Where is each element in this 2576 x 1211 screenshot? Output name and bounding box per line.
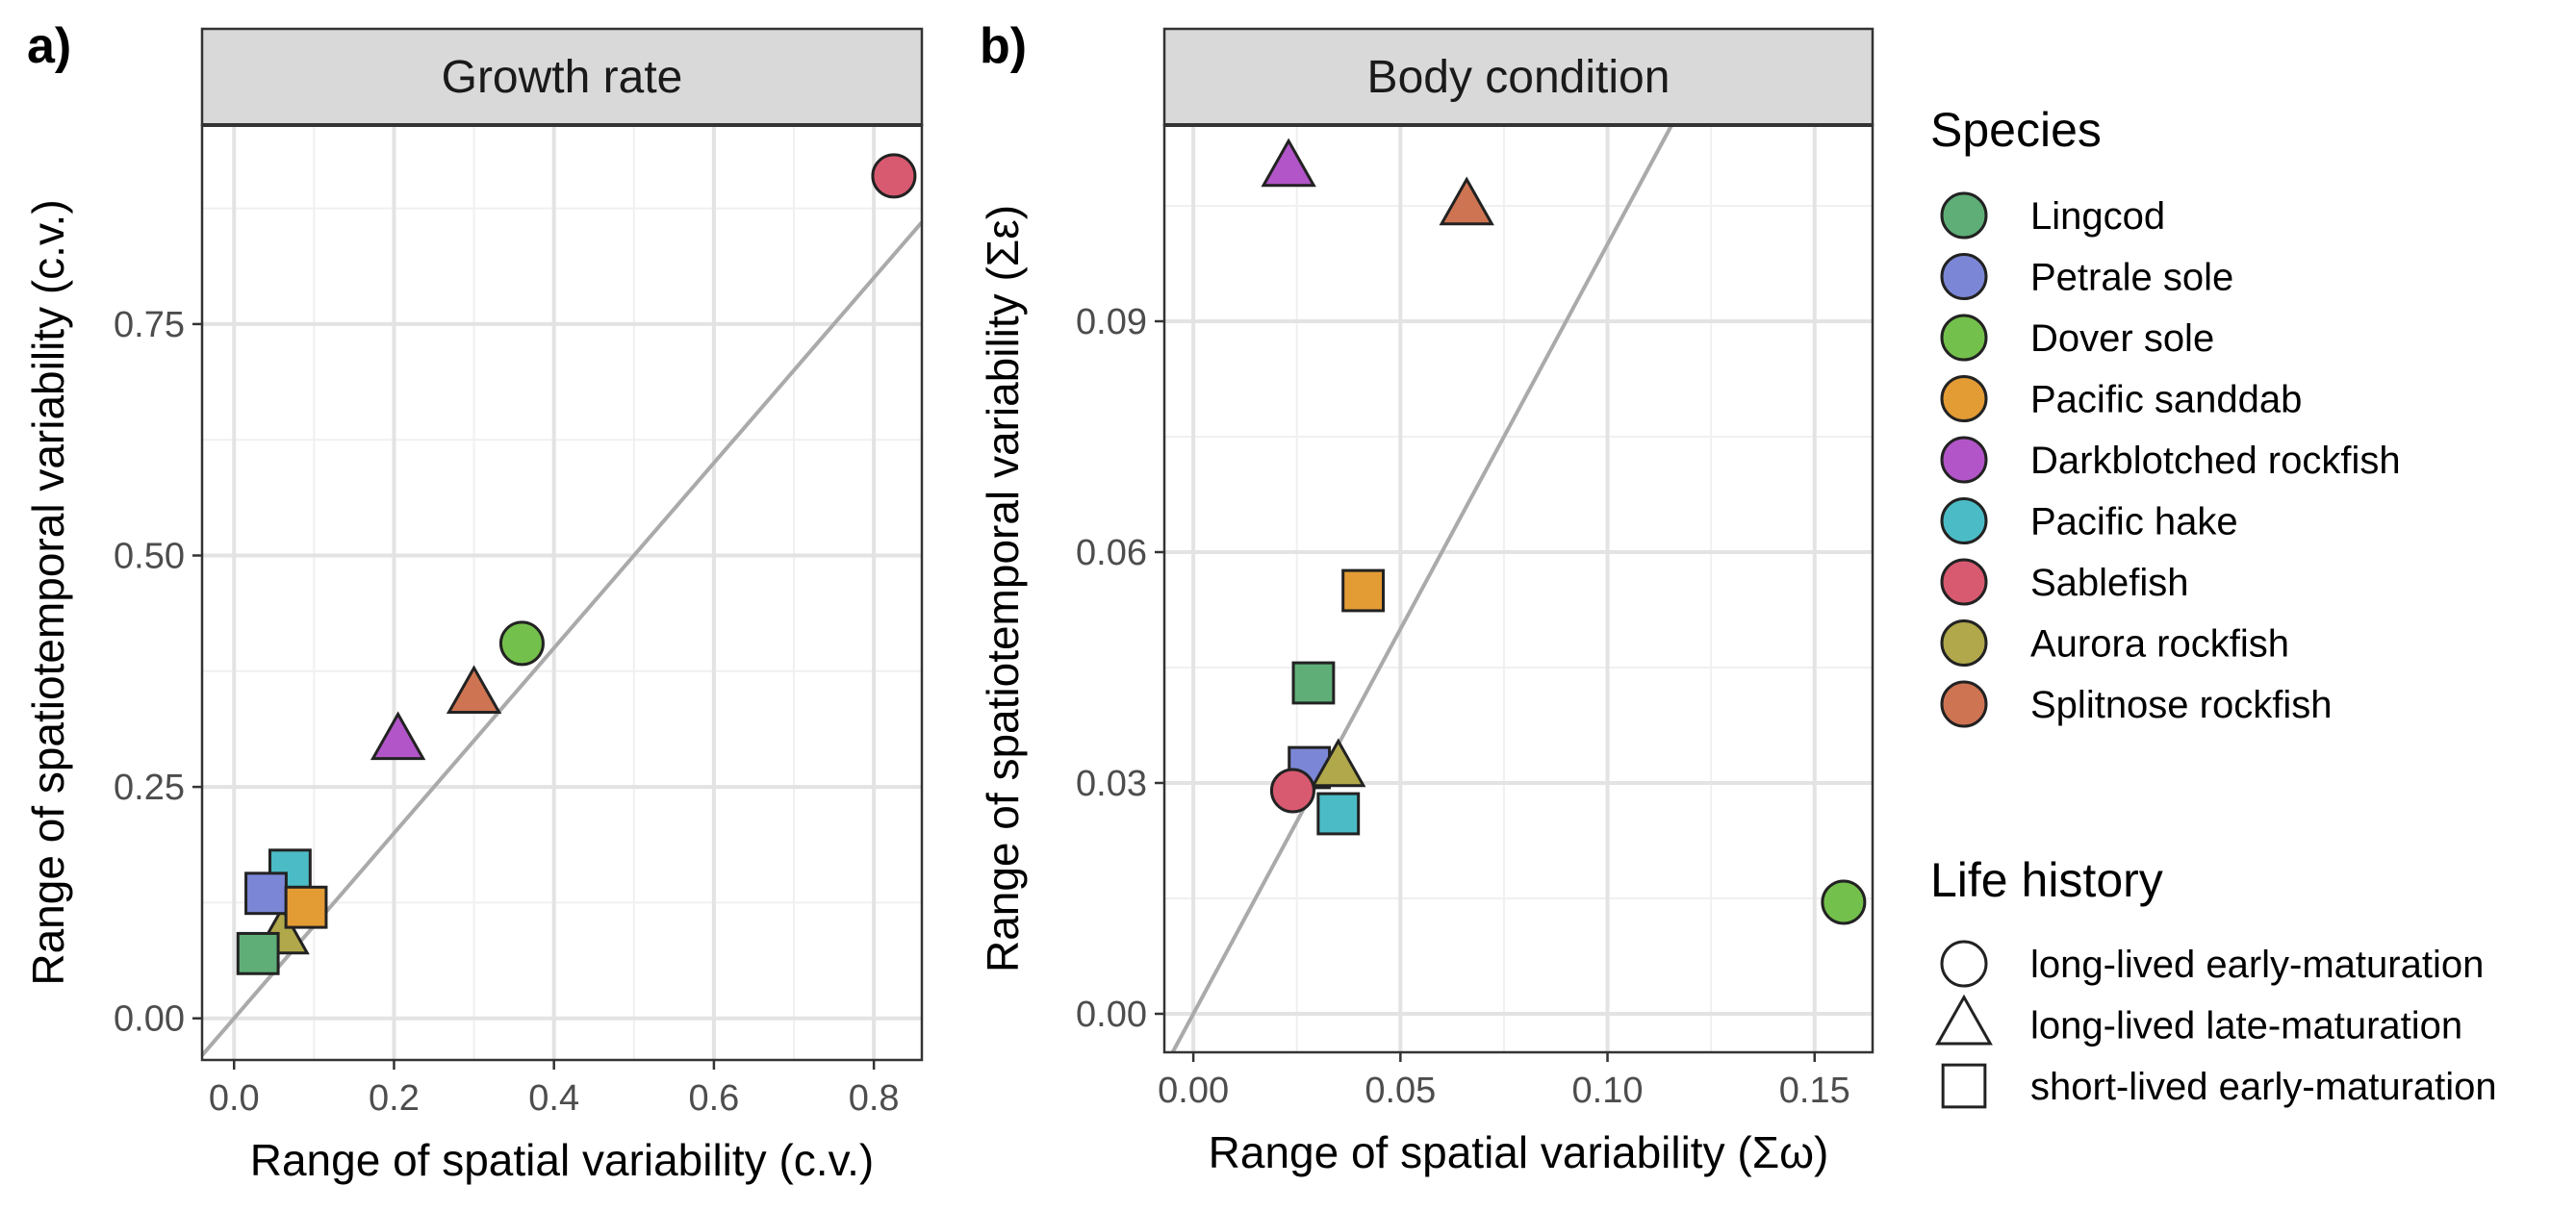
legend-key-pacific-sanddab — [1940, 375, 1988, 422]
legend-key-pacific-hake — [1940, 497, 1988, 544]
panel-a-title: Growth rate — [442, 52, 683, 103]
panel-a-xlabel: Range of spatial variability (c.v.) — [250, 1135, 875, 1185]
point-pacific-sanddab — [284, 885, 328, 929]
legend-life-history-list: long-lived early-maturation long-lived la… — [1935, 940, 2497, 1109]
x-tick-label: 0.10 — [1572, 1071, 1644, 1111]
panel-b-plot-area — [1164, 125, 1873, 1052]
y-tick-label: 0.25 — [114, 768, 185, 808]
panel-b-title: Body condition — [1367, 52, 1671, 103]
x-tick-label: 0.00 — [1158, 1071, 1229, 1111]
point-sablefish — [871, 153, 917, 199]
legend-key-darkblotched-rockfish — [1940, 436, 1988, 484]
legend-key-dover-sole — [1940, 314, 1988, 362]
point-dover-sole — [498, 620, 545, 667]
y-tick-label: 0.50 — [114, 537, 185, 577]
panel-b-label: b) — [980, 18, 1027, 74]
legend-key-square — [1941, 1063, 1987, 1109]
panel-a-label: a) — [27, 18, 71, 74]
legend-key-triangle — [1935, 994, 1993, 1046]
x-tick-label: 0.6 — [688, 1078, 739, 1119]
panel-b-ylabel: Range of spatiotemporal variability (Σε) — [978, 205, 1028, 972]
point-lingcod — [236, 931, 280, 975]
x-tick-label: 0.05 — [1365, 1071, 1436, 1111]
legend-label-pacific-hake: Pacific hake — [2030, 501, 2238, 543]
point-aurora-rockfish — [1311, 738, 1366, 788]
panel-b-reference-line — [1170, 124, 1674, 1053]
y-tick-label: 0.03 — [1076, 764, 1147, 804]
panel-b-xlabel: Range of spatial variability (Σω) — [1209, 1127, 1829, 1177]
legend-label-petrale-sole: Petrale sole — [2030, 257, 2233, 299]
panel-b-strip — [1162, 27, 1875, 127]
legend-label-dover-sole: Dover sole — [2030, 317, 2214, 360]
point-darkblotched-rockfish — [370, 711, 426, 761]
legend-label-long-lived-late-maturation: long-lived late-maturation — [2030, 1005, 2462, 1047]
legend-key-sablefish — [1940, 558, 1988, 606]
panel-b-points — [1261, 138, 1867, 925]
legend-key-aurora-rockfish — [1940, 619, 1988, 667]
legend-species-title: Species — [1930, 103, 2102, 157]
legend-key-petrale-sole — [1940, 253, 1988, 300]
x-tick-label: 0.15 — [1779, 1071, 1850, 1111]
x-tick-label: 0.8 — [849, 1078, 900, 1119]
y-tick-label: 0.00 — [1076, 995, 1147, 1035]
panel-a-ylabel: Range of spatiotemporal variability (c.v… — [23, 199, 73, 985]
point-pacific-sanddab — [1341, 568, 1385, 613]
legend-label-lingcod: Lingcod — [2030, 195, 2165, 238]
y-tick-label: 0.06 — [1076, 533, 1147, 573]
legend-label-sablefish: Sablefish — [2030, 562, 2189, 604]
panel-a-strip — [200, 27, 924, 127]
x-tick-label: 0.4 — [528, 1078, 579, 1119]
legend-key-splitnose-rockfish — [1940, 680, 1988, 728]
legend-label-short-lived-early-maturation: short-lived early-maturation — [2030, 1066, 2497, 1108]
point-splitnose-rockfish — [1439, 176, 1494, 226]
panel-a-gridlines — [202, 125, 922, 1060]
y-tick-label: 0.75 — [114, 305, 185, 345]
legend-label-pacific-sanddab: Pacific sanddab — [2030, 379, 2302, 421]
legend-key-circle — [1940, 940, 1988, 988]
y-tick-label: 0.00 — [114, 999, 185, 1040]
panel-b: b) Body condition 0.00 0.05 0.10 0.150.000.… — [978, 18, 1875, 1177]
point-lingcod — [1291, 661, 1336, 705]
point-pacific-hake — [1316, 792, 1361, 836]
panel-b-axis-ticks: 0.00 0.05 0.10 0.15 0.00 0.03 0.06 0.09 — [1076, 302, 1850, 1111]
legend-species-list: Lingcod Petrale sole Dover sole Pacific san… — [1940, 191, 2401, 728]
x-tick-label: 0.2 — [369, 1078, 420, 1119]
legend-key-lingcod — [1940, 191, 1988, 240]
panel-a-points — [236, 153, 917, 975]
point-sablefish — [1269, 768, 1315, 814]
legend-label-long-lived-early-maturation: long-lived early-maturation — [2030, 944, 2484, 986]
panel-a-axis-ticks: 0.0 0.2 0.4 0.6 0.8 0.00 0.25 0.50 0.75 — [114, 305, 900, 1119]
legend-label-darkblotched-rockfish: Darkblotched rockfish — [2030, 440, 2401, 482]
legend-label-aurora-rockfish: Aurora rockfish — [2030, 623, 2289, 666]
legend-label-splitnose-rockfish: Splitnose rockfish — [2030, 684, 2332, 726]
x-tick-label: 0.0 — [209, 1078, 260, 1119]
point-darkblotched-rockfish — [1261, 138, 1316, 188]
panel-a: a) Growth rate 0.0 0.2 0.4 0.6 0.80.000.250.… — [23, 18, 924, 1185]
legend-life-history-title: Life history — [1930, 853, 2163, 907]
point-dover-sole — [1821, 879, 1867, 925]
point-splitnose-rockfish — [446, 665, 502, 715]
legend: Species Lingcod Petrale sole Dover sole Pac… — [1930, 103, 2497, 1109]
y-tick-label: 0.09 — [1076, 302, 1147, 342]
point-petrale-sole — [244, 871, 288, 916]
